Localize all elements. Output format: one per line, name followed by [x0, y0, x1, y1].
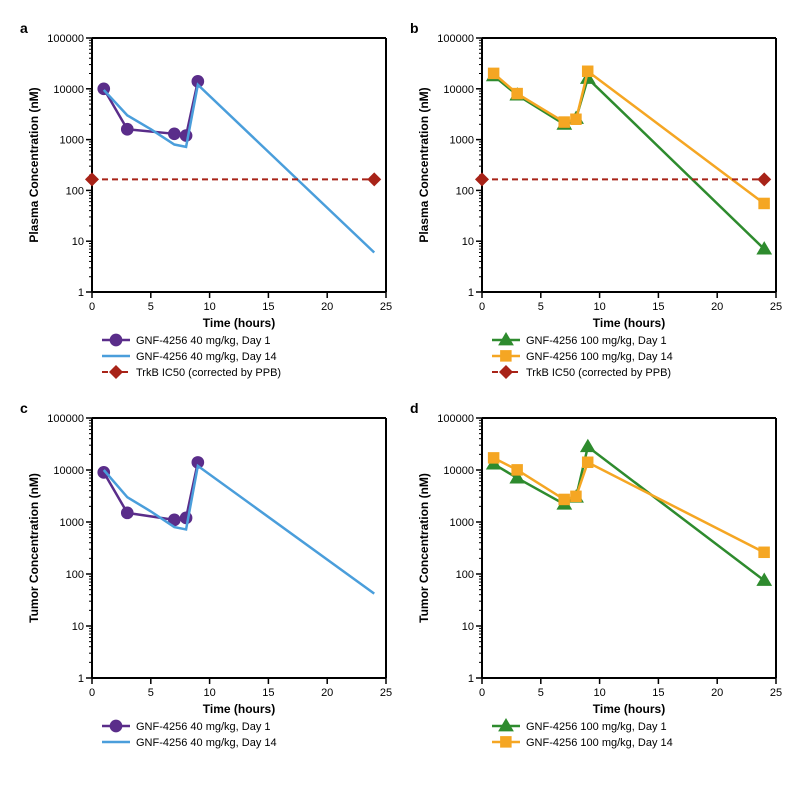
- panel-b: b 0 5 10 15 20 25 Time (hours) 1 10 100 1000 10000 1…: [410, 20, 790, 390]
- panel-c-label: c: [20, 400, 28, 416]
- svg-text:0: 0: [89, 301, 95, 313]
- svg-text:5: 5: [538, 301, 544, 313]
- chart-a: 0 5 10 15 20 25 Time (hours) 1 10 100 1000 10000 100…: [20, 20, 400, 390]
- svg-text:GNF-4256 100 mg/kg, Day 14: GNF-4256 100 mg/kg, Day 14: [526, 351, 673, 363]
- svg-text:10000: 10000: [443, 465, 474, 477]
- chart-d: 0 5 10 15 20 25 Time (hours) 1 10 100 1000 10000 100…: [410, 400, 790, 760]
- svg-text:1: 1: [78, 673, 84, 685]
- svg-text:25: 25: [770, 301, 782, 313]
- svg-text:TrkB IC50 (corrected by PPB): TrkB IC50 (corrected by PPB): [136, 367, 281, 379]
- svg-text:15: 15: [652, 687, 664, 699]
- svg-text:5: 5: [538, 687, 544, 699]
- svg-text:15: 15: [652, 301, 664, 313]
- svg-text:10: 10: [462, 621, 474, 633]
- svg-text:100000: 100000: [437, 33, 474, 45]
- panel-a-label: a: [20, 20, 28, 36]
- svg-text:100: 100: [456, 569, 474, 581]
- chart-b: 0 5 10 15 20 25 Time (hours) 1 10 100 1000 10000 100…: [410, 20, 790, 390]
- svg-text:25: 25: [770, 687, 782, 699]
- svg-text:Tumor Concentration (nM): Tumor Concentration (nM): [27, 473, 41, 623]
- svg-text:100000: 100000: [47, 413, 84, 425]
- svg-text:5: 5: [148, 687, 154, 699]
- svg-text:1: 1: [468, 673, 474, 685]
- svg-text:1: 1: [468, 287, 474, 299]
- svg-text:GNF-4256 100 mg/kg, Day 1: GNF-4256 100 mg/kg, Day 1: [526, 721, 667, 733]
- svg-text:GNF-4256 40 mg/kg, Day 14: GNF-4256 40 mg/kg, Day 14: [136, 737, 277, 749]
- svg-text:Time (hours): Time (hours): [593, 316, 665, 330]
- panel-a: a 0 5 10 15 20 25 Time (hours) 1 10 100 1000 10000 1…: [20, 20, 400, 390]
- svg-text:10: 10: [203, 301, 215, 313]
- panel-b-label: b: [410, 20, 419, 36]
- svg-text:100: 100: [456, 185, 474, 197]
- svg-text:Plasma Concentration (nM): Plasma Concentration (nM): [417, 87, 431, 242]
- svg-text:15: 15: [262, 687, 274, 699]
- svg-text:Time (hours): Time (hours): [593, 702, 665, 716]
- svg-text:10: 10: [593, 687, 605, 699]
- svg-text:0: 0: [479, 301, 485, 313]
- svg-text:1000: 1000: [450, 517, 474, 529]
- svg-text:1: 1: [78, 287, 84, 299]
- svg-text:20: 20: [711, 301, 723, 313]
- svg-text:25: 25: [380, 301, 392, 313]
- svg-text:10: 10: [203, 687, 215, 699]
- svg-text:5: 5: [148, 301, 154, 313]
- svg-text:20: 20: [321, 301, 333, 313]
- svg-text:TrkB IC50 (corrected by PPB): TrkB IC50 (corrected by PPB): [526, 367, 671, 379]
- svg-text:20: 20: [321, 687, 333, 699]
- svg-text:20: 20: [711, 687, 723, 699]
- svg-text:100: 100: [66, 569, 84, 581]
- svg-text:10: 10: [593, 301, 605, 313]
- svg-text:10000: 10000: [53, 465, 84, 477]
- chart-c: 0 5 10 15 20 25 Time (hours) 1 10 100 1000 10000 100…: [20, 400, 400, 760]
- svg-text:GNF-4256 40 mg/kg, Day 14: GNF-4256 40 mg/kg, Day 14: [136, 351, 277, 363]
- svg-text:10000: 10000: [53, 84, 84, 96]
- svg-text:Tumor Concentration (nM): Tumor Concentration (nM): [417, 473, 431, 623]
- svg-text:100: 100: [66, 185, 84, 197]
- svg-text:0: 0: [479, 687, 485, 699]
- svg-text:10: 10: [72, 621, 84, 633]
- svg-text:Time (hours): Time (hours): [203, 702, 275, 716]
- svg-text:GNF-4256 40 mg/kg, Day 1: GNF-4256 40 mg/kg, Day 1: [136, 721, 271, 733]
- chart-grid: a 0510152025Time (hours)1101001000100001…: [20, 20, 780, 760]
- svg-text:Plasma Concentration (nM): Plasma Concentration (nM): [27, 87, 41, 242]
- svg-text:25: 25: [380, 687, 392, 699]
- svg-text:0: 0: [89, 687, 95, 699]
- svg-text:GNF-4256 40 mg/kg, Day 1: GNF-4256 40 mg/kg, Day 1: [136, 335, 271, 347]
- svg-text:100000: 100000: [437, 413, 474, 425]
- svg-text:1000: 1000: [60, 517, 84, 529]
- panel-d-label: d: [410, 400, 419, 416]
- svg-text:GNF-4256 100 mg/kg, Day 1: GNF-4256 100 mg/kg, Day 1: [526, 335, 667, 347]
- svg-text:100000: 100000: [47, 33, 84, 45]
- svg-text:10: 10: [462, 236, 474, 248]
- svg-text:15: 15: [262, 301, 274, 313]
- svg-text:Time (hours): Time (hours): [203, 316, 275, 330]
- svg-text:10000: 10000: [443, 84, 474, 96]
- svg-text:10: 10: [72, 236, 84, 248]
- svg-text:GNF-4256 100 mg/kg, Day 14: GNF-4256 100 mg/kg, Day 14: [526, 737, 673, 749]
- panel-d: d 0 5 10 15 20 25 Time (hours) 1 10 100 1000 10000 1…: [410, 400, 790, 760]
- svg-text:1000: 1000: [450, 135, 474, 147]
- svg-text:1000: 1000: [60, 135, 84, 147]
- panel-c: c 0 5 10 15 20 25 Time (hours) 1 10 100 1000 10000 1…: [20, 400, 400, 760]
